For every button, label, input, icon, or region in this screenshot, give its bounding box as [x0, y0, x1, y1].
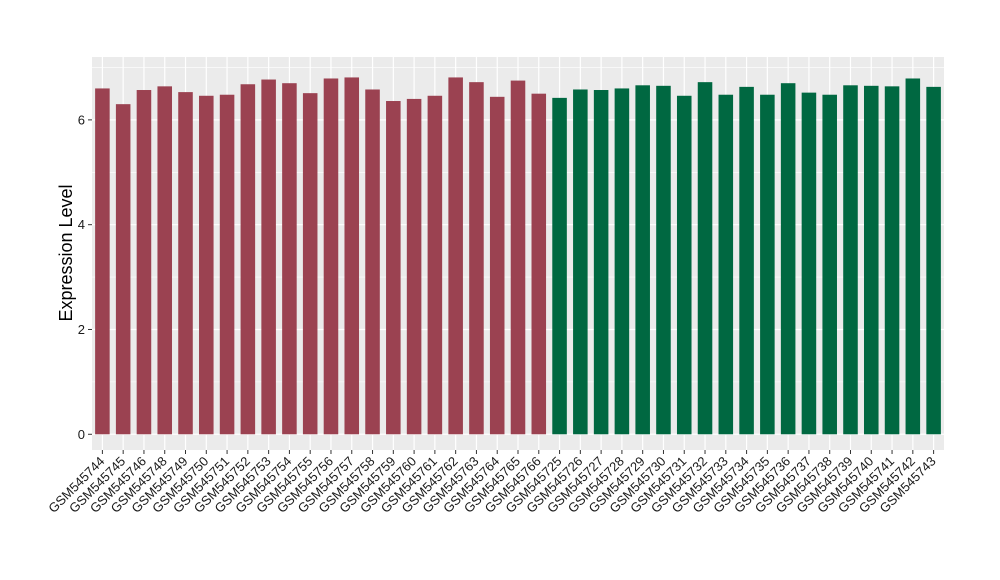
bar-GSM545736: [780, 83, 796, 435]
bar-GSM545727: [593, 90, 609, 435]
bar-GSM545745: [115, 104, 131, 435]
bar-GSM545765: [510, 80, 526, 435]
bar-GSM545757: [344, 77, 360, 435]
bar-GSM545725: [552, 97, 567, 435]
bar-GSM545740: [863, 85, 879, 435]
bar-GSM545732: [697, 82, 713, 435]
bar-GSM545738: [822, 94, 837, 435]
y-axis: 0 2 4 6: [78, 112, 92, 442]
bar-GSM545743: [926, 86, 941, 435]
bar-GSM545761: [427, 95, 443, 435]
bar-GSM545750: [199, 95, 214, 435]
bar-GSM545742: [905, 78, 921, 435]
bar-GSM545753: [261, 79, 276, 435]
bar-GSM545730: [656, 85, 671, 435]
bar-GSM545729: [635, 85, 650, 435]
bar-GSM545748: [157, 86, 173, 435]
bar-GSM545754: [282, 83, 297, 435]
bar-GSM545734: [739, 86, 754, 435]
bar-GSM545733: [718, 94, 734, 435]
bar-GSM545726: [573, 89, 588, 435]
bar-GSM545751: [219, 94, 235, 435]
y-tick-label: 0: [78, 427, 85, 442]
y-axis-title: Expression Level: [56, 184, 76, 321]
bar-GSM545731: [676, 95, 692, 435]
bar-GSM545735: [760, 94, 775, 435]
bar-GSM545744: [95, 88, 110, 435]
bar-GSM545755: [302, 93, 318, 435]
bar-GSM545756: [323, 78, 339, 435]
x-axis: GSM545744GSM545745GSM545746GSM545748GSM5…: [45, 450, 939, 516]
bar-GSM545752: [240, 84, 256, 435]
bar-GSM545741: [884, 86, 900, 435]
y-tick-label: 6: [78, 112, 85, 127]
bar-GSM545760: [406, 98, 422, 435]
bar-GSM545739: [843, 85, 858, 435]
bar-GSM545759: [386, 101, 401, 435]
bar-GSM545764: [489, 96, 505, 435]
bar-GSM545749: [178, 92, 193, 435]
y-tick-label: 2: [78, 322, 85, 337]
bar-GSM545766: [531, 93, 547, 435]
bar-GSM545758: [365, 89, 380, 435]
bar-GSM545762: [448, 77, 463, 435]
bar-GSM545746: [136, 90, 152, 435]
bar-GSM545737: [801, 92, 817, 435]
bar-GSM545728: [614, 88, 630, 435]
bar-GSM545763: [469, 82, 484, 435]
y-tick-label: 4: [78, 217, 85, 232]
bars-group: [95, 77, 941, 435]
